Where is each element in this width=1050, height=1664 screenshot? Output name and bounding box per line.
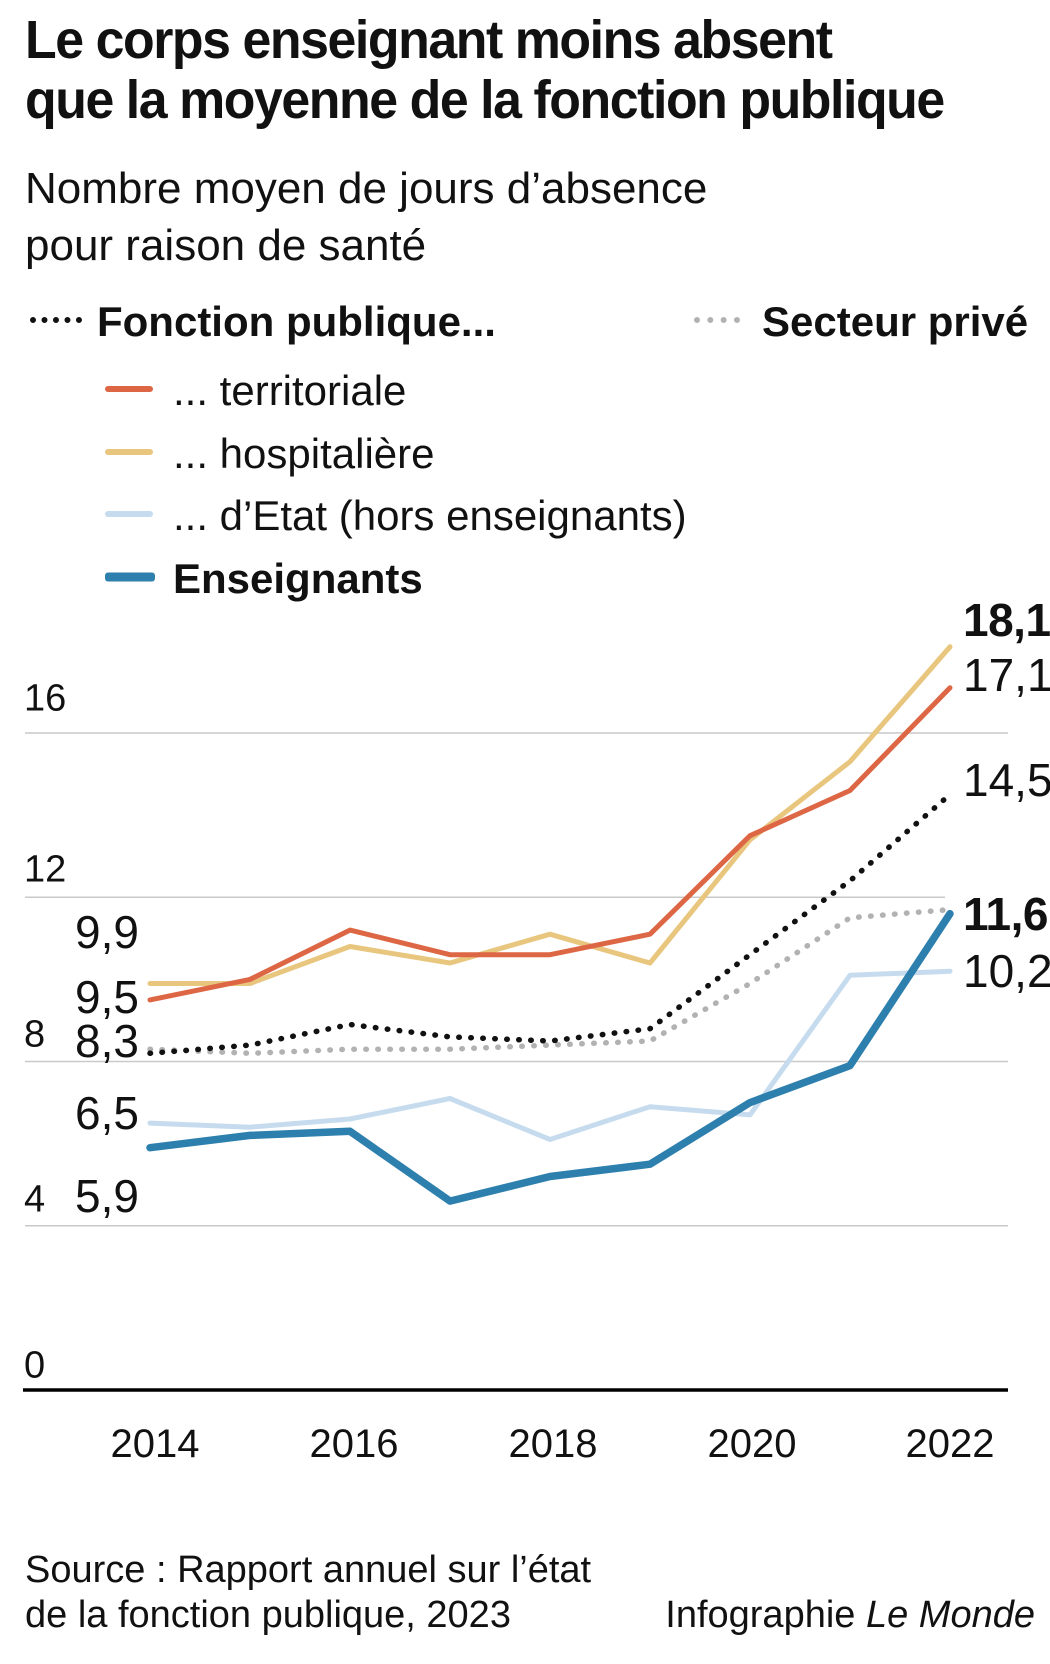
y-tick-12: 12	[24, 848, 67, 891]
credit-brand: Le Monde	[865, 1594, 1035, 1636]
series-line-hospitaliere	[147, 644, 953, 986]
start-label-territoriale: 9,5	[75, 971, 139, 1023]
end-label-fonction-publique: 14,5	[963, 754, 1050, 806]
series-line-etat	[147, 968, 953, 1142]
x-tick-2018: 2018	[508, 1422, 598, 1466]
etat-line-icon	[105, 511, 153, 517]
end-label-etat: 10,2	[963, 945, 1050, 997]
secteur-prive-dotted-line-icon	[694, 317, 740, 323]
hospitaliere-line-icon	[105, 449, 153, 455]
source-line-1: Source : Rapport annuel sur l’état	[25, 1549, 592, 1591]
legend-secteur-prive: Secteur privé	[762, 298, 1029, 345]
y-tick-4: 4	[24, 1178, 46, 1221]
legend-territoriale: ... territoriale	[173, 367, 407, 414]
page-title: Le corps enseignant moins absent que la …	[25, 10, 945, 130]
source-line-2: de la fonction publique, 2023	[25, 1594, 511, 1636]
start-label-etat: 6,5	[75, 1087, 139, 1139]
start-label-enseignants: 5,9	[75, 1170, 139, 1222]
y-tick-16: 16	[24, 677, 67, 720]
legend-hospitaliere: ... hospitalière	[173, 430, 435, 477]
series-line-territoriale	[147, 685, 953, 1003]
territoriale-line-icon	[105, 386, 153, 392]
start-label-hospitaliere: 9,9	[75, 906, 139, 958]
title-line-2: que la moyenne de la fonction publique	[25, 70, 945, 130]
legend-enseignants: Enseignants	[173, 555, 423, 602]
chart-subtitle: Nombre moyen de jours d’absence pour rai…	[25, 160, 707, 274]
source-note: Source : Rapport annuel sur l’état de la…	[25, 1548, 591, 1638]
enseignants-line-icon	[105, 572, 155, 582]
fonction-publique-dotted-line-icon	[30, 317, 82, 323]
legend-fonction-publique: Fonction publique...	[97, 298, 496, 345]
subtitle-line-2: pour raison de santé	[25, 221, 427, 270]
series-line-secteur_prive	[147, 906, 953, 1057]
x-tick-2014: 2014	[110, 1422, 200, 1466]
end-label-enseignants: 11,6	[963, 888, 1049, 940]
x-tick-2022: 2022	[905, 1422, 995, 1466]
legend-etat: ... d’Etat (hors enseignants)	[173, 492, 687, 539]
x-tick-2020: 2020	[707, 1422, 797, 1466]
series-line-enseignants	[146, 909, 954, 1205]
subtitle-line-1: Nombre moyen de jours d’absence	[25, 164, 708, 213]
title-line-1: Le corps enseignant moins absent	[25, 10, 833, 70]
end-label-hospitaliere: 18,1	[963, 594, 1050, 646]
x-tick-2016: 2016	[309, 1422, 399, 1466]
start-label-fonction-publique: 8,3	[75, 1015, 139, 1067]
credit-prefix: Infographie	[665, 1594, 866, 1636]
series-line-fonction_publique	[147, 791, 953, 1057]
y-tick-0: 0	[24, 1344, 46, 1387]
credit: Infographie Le Monde	[665, 1594, 1035, 1637]
y-tick-8: 8	[24, 1013, 46, 1056]
end-label-territoriale: 17,1	[963, 649, 1050, 701]
